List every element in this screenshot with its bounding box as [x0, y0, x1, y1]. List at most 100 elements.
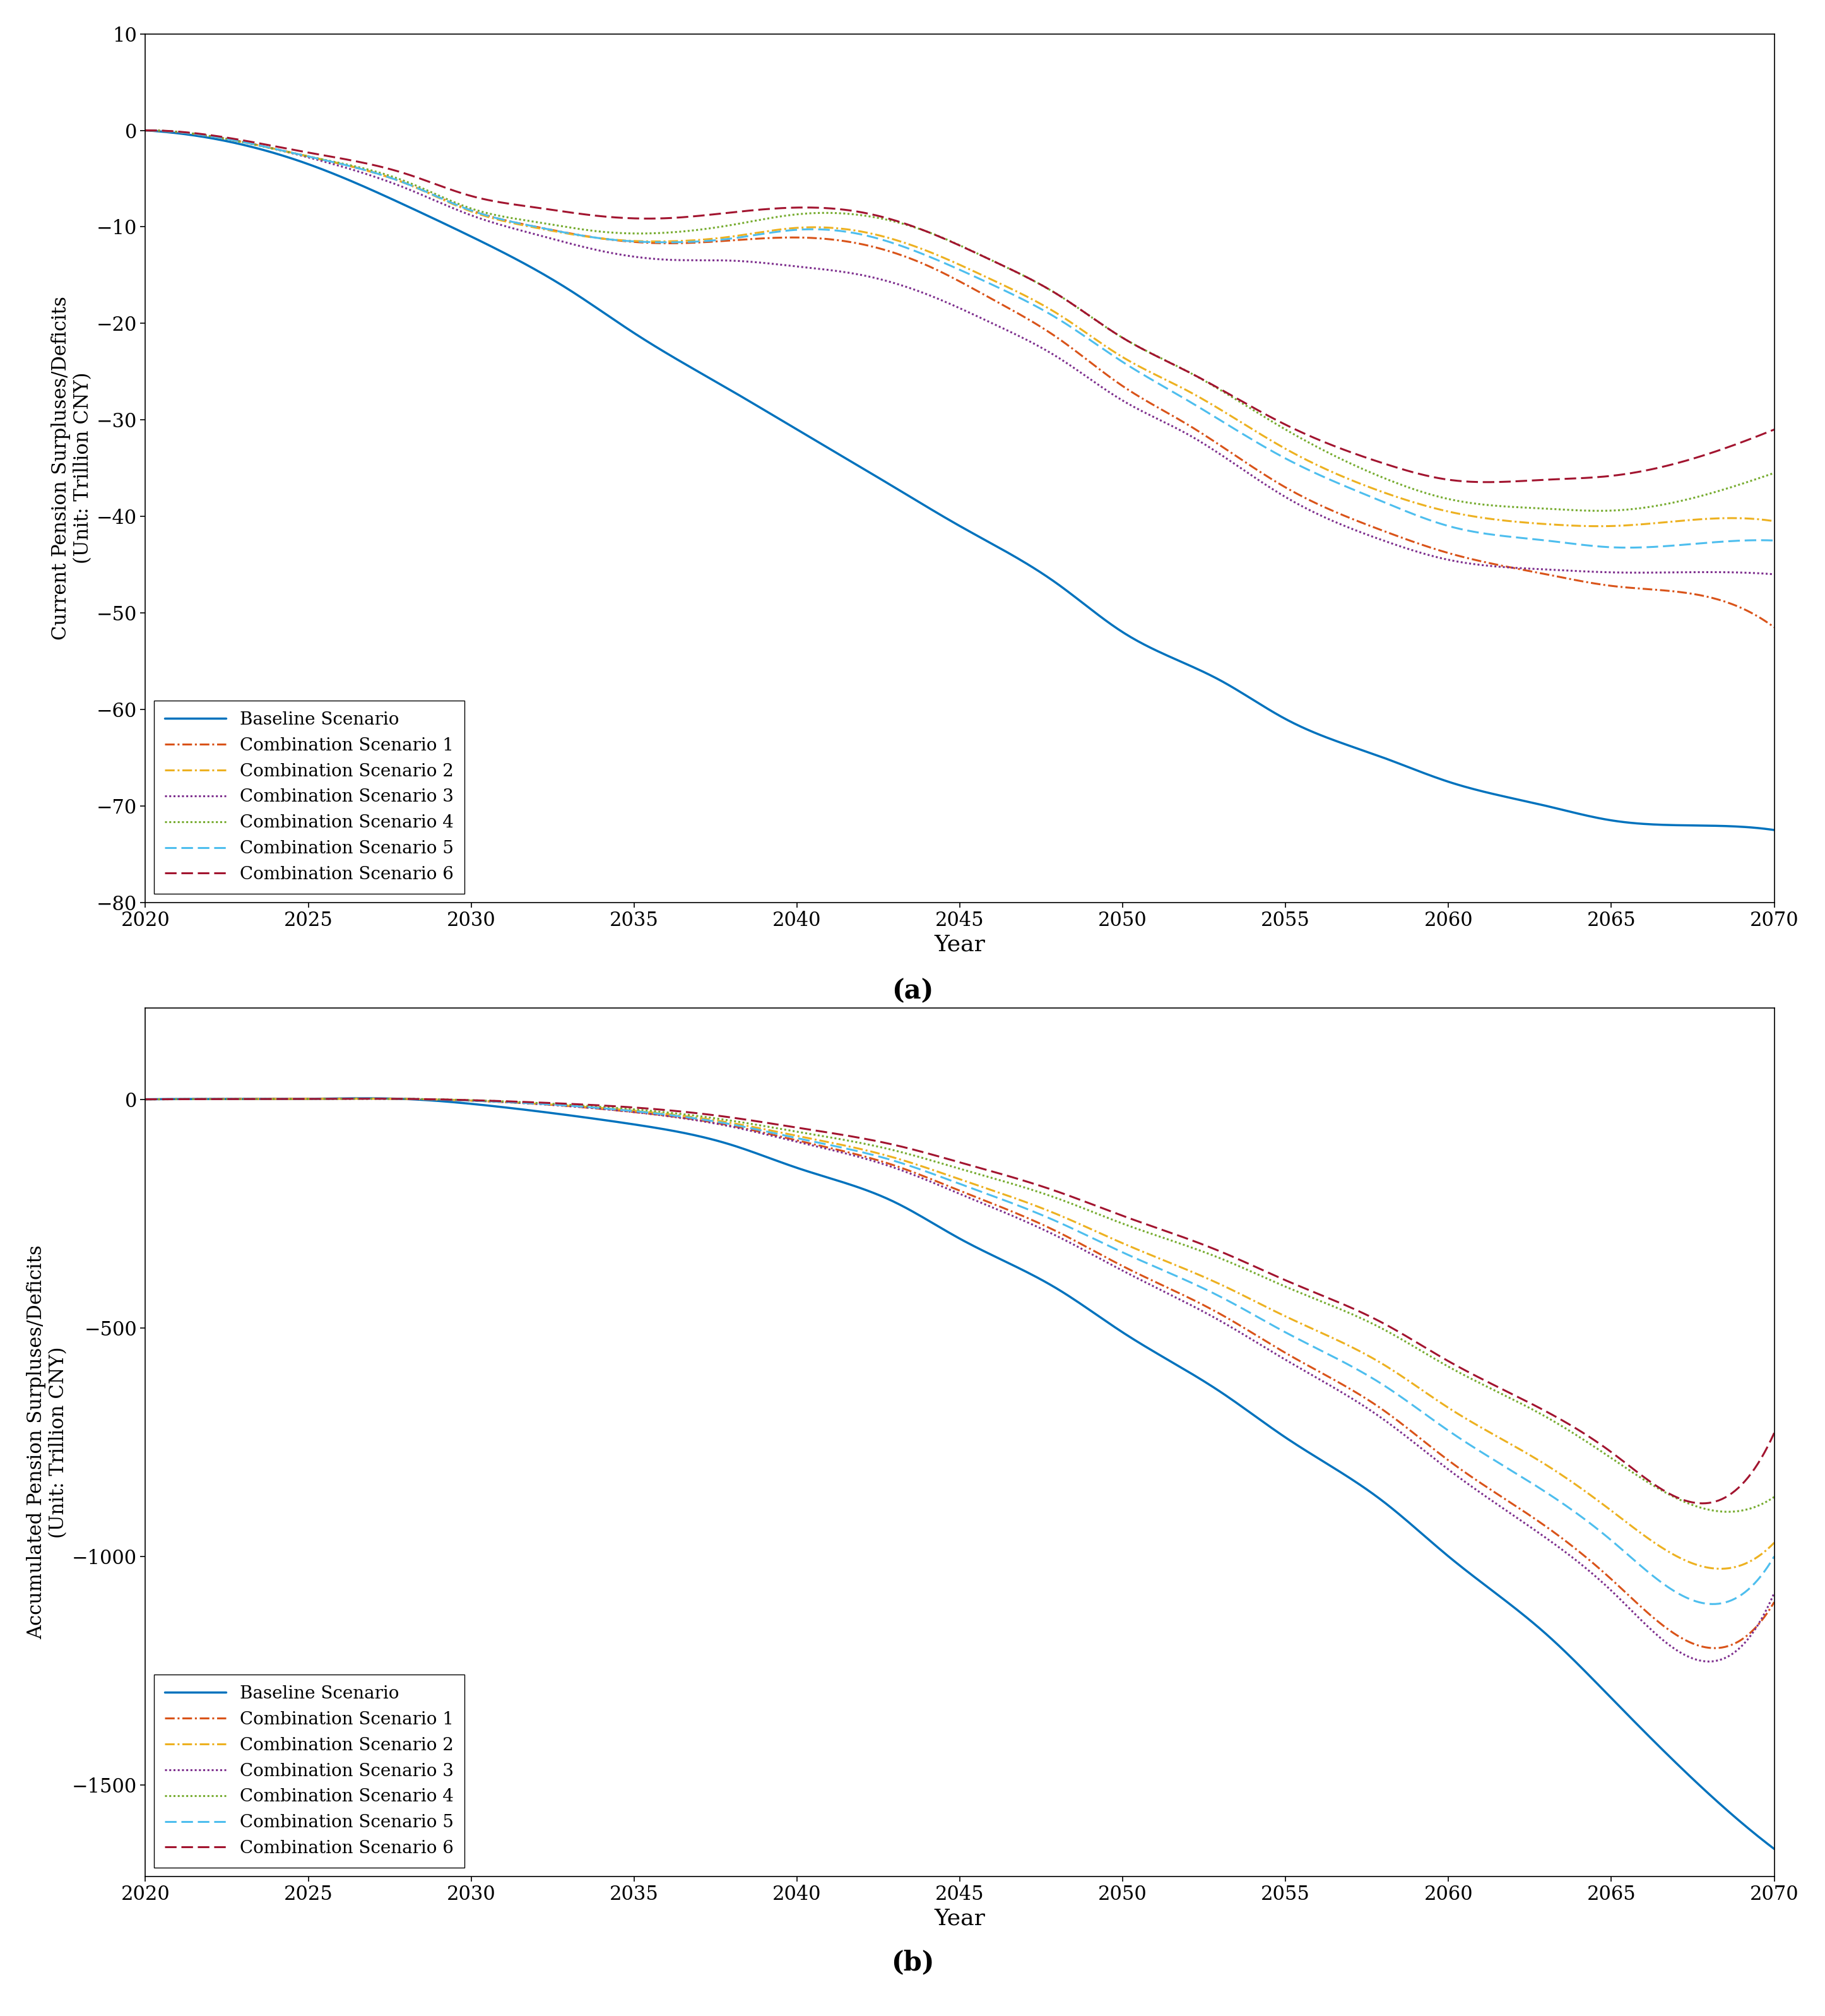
Combination Scenario 4 — [1763, 1486, 1785, 1510]
Combination Scenario 5 — [911, 1157, 933, 1181]
Combination Scenario 6 — [350, 1087, 372, 1111]
Combination Scenario 1 — [918, 254, 940, 278]
Combination Scenario 2 — [1763, 510, 1785, 534]
Combination Scenario 5 — [1473, 1441, 1495, 1466]
Combination Scenario 1 — [922, 1167, 944, 1191]
Baseline Scenario — [1763, 818, 1785, 843]
Line: Combination Scenario 2: Combination Scenario 2 — [146, 1099, 1774, 1568]
Combination Scenario 1 — [1018, 1208, 1040, 1232]
Combination Scenario 2 — [1763, 1530, 1785, 1554]
Combination Scenario 3 — [1018, 1212, 1040, 1236]
Combination Scenario 2 — [1473, 1417, 1495, 1441]
Combination Scenario 4 — [1469, 492, 1491, 516]
Line: Combination Scenario 3: Combination Scenario 3 — [146, 1099, 1774, 1661]
Combination Scenario 2 — [1017, 284, 1038, 308]
Combination Scenario 5 — [918, 244, 940, 268]
Combination Scenario 1 — [1705, 1637, 1726, 1661]
Combination Scenario 5 — [350, 1087, 372, 1111]
Combination Scenario 4 — [918, 220, 940, 244]
Combination Scenario 2 — [1469, 506, 1491, 530]
Combination Scenario 4 — [1730, 1498, 1752, 1522]
Line: Combination Scenario 4: Combination Scenario 4 — [146, 131, 1774, 510]
Combination Scenario 1 — [1473, 1474, 1495, 1498]
Combination Scenario 5 — [1617, 536, 1639, 560]
Combination Scenario 6 — [1763, 1421, 1785, 1445]
Combination Scenario 5 — [922, 1161, 944, 1185]
Combination Scenario 6 — [1730, 429, 1752, 454]
Line: Combination Scenario 3: Combination Scenario 3 — [146, 131, 1774, 575]
Combination Scenario 2 — [911, 1155, 933, 1179]
Combination Scenario 5 — [1469, 520, 1491, 544]
Combination Scenario 4 — [135, 119, 157, 143]
Combination Scenario 3 — [1763, 1581, 1785, 1605]
Baseline Scenario — [1763, 1837, 1785, 1861]
Combination Scenario 3 — [1725, 560, 1747, 585]
Combination Scenario 4 — [911, 1145, 933, 1169]
Baseline Scenario — [354, 1087, 376, 1111]
Combination Scenario 2 — [350, 1087, 372, 1111]
Combination Scenario 6 — [1108, 323, 1130, 347]
Combination Scenario 6 — [1730, 1472, 1752, 1496]
Combination Scenario 3 — [1697, 1649, 1719, 1673]
Combination Scenario 2 — [1588, 514, 1610, 538]
Line: Combination Scenario 5: Combination Scenario 5 — [146, 1099, 1774, 1605]
Combination Scenario 5 — [1730, 1583, 1752, 1607]
Line: Combination Scenario 6: Combination Scenario 6 — [146, 1099, 1774, 1504]
Combination Scenario 6 — [1476, 470, 1498, 494]
Combination Scenario 3 — [1108, 1256, 1130, 1280]
Combination Scenario 4 — [135, 1087, 157, 1111]
Baseline Scenario — [1018, 1262, 1040, 1286]
Line: Combination Scenario 1: Combination Scenario 1 — [146, 1099, 1774, 1649]
Combination Scenario 6 — [1473, 470, 1495, 494]
Combination Scenario 6 — [922, 1143, 944, 1167]
Combination Scenario 4 — [1763, 462, 1785, 486]
Line: Baseline Scenario: Baseline Scenario — [146, 131, 1774, 831]
Combination Scenario 1 — [135, 119, 157, 143]
Combination Scenario 4 — [922, 1149, 944, 1173]
Combination Scenario 1 — [1730, 1627, 1752, 1651]
Combination Scenario 6 — [137, 119, 159, 143]
X-axis label: Year: Year — [934, 933, 986, 956]
Combination Scenario 3 — [918, 282, 940, 306]
Line: Combination Scenario 1: Combination Scenario 1 — [146, 131, 1774, 627]
Combination Scenario 3 — [1017, 329, 1038, 353]
Combination Scenario 6 — [911, 218, 933, 242]
Combination Scenario 4 — [1108, 1210, 1130, 1234]
Combination Scenario 2 — [1712, 1556, 1734, 1581]
Line: Baseline Scenario: Baseline Scenario — [146, 1099, 1774, 1849]
Combination Scenario 5 — [1726, 528, 1748, 552]
Baseline Scenario — [135, 119, 157, 143]
Combination Scenario 5 — [909, 240, 931, 264]
Y-axis label: Accumulated Pension Surpluses/Deficits
(Unit: Trillion CNY): Accumulated Pension Surpluses/Deficits (… — [26, 1246, 69, 1639]
Combination Scenario 5 — [135, 119, 157, 143]
Combination Scenario 4 — [347, 1087, 369, 1111]
Baseline Scenario — [1469, 778, 1491, 802]
Combination Scenario 6 — [1473, 1367, 1495, 1391]
Combination Scenario 3 — [909, 280, 931, 304]
Combination Scenario 5 — [1701, 1593, 1723, 1617]
Baseline Scenario — [922, 1212, 944, 1236]
Combination Scenario 4 — [1104, 321, 1126, 345]
Baseline Scenario — [1017, 552, 1038, 577]
Combination Scenario 5 — [1018, 1198, 1040, 1222]
Combination Scenario 4 — [1717, 1500, 1739, 1524]
Combination Scenario 2 — [1726, 506, 1748, 530]
Combination Scenario 4 — [909, 216, 931, 240]
Legend: Baseline Scenario, Combination Scenario 1, Combination Scenario 2, Combination S: Baseline Scenario, Combination Scenario … — [153, 702, 465, 893]
Combination Scenario 1 — [1763, 1591, 1785, 1615]
Baseline Scenario — [909, 490, 931, 514]
Line: Combination Scenario 2: Combination Scenario 2 — [146, 131, 1774, 526]
Combination Scenario 1 — [911, 1163, 933, 1187]
Combination Scenario 6 — [922, 222, 944, 246]
Combination Scenario 6 — [135, 1087, 157, 1111]
Combination Scenario 4 — [1473, 1373, 1495, 1397]
Combination Scenario 5 — [1017, 290, 1038, 314]
Combination Scenario 2 — [909, 236, 931, 260]
Combination Scenario 1 — [909, 250, 931, 274]
Combination Scenario 3 — [1763, 562, 1785, 587]
Combination Scenario 5 — [1104, 345, 1126, 369]
Line: Combination Scenario 5: Combination Scenario 5 — [146, 131, 1774, 548]
Combination Scenario 5 — [1108, 1238, 1130, 1262]
Combination Scenario 6 — [1018, 1171, 1040, 1195]
Combination Scenario 2 — [1104, 341, 1126, 365]
